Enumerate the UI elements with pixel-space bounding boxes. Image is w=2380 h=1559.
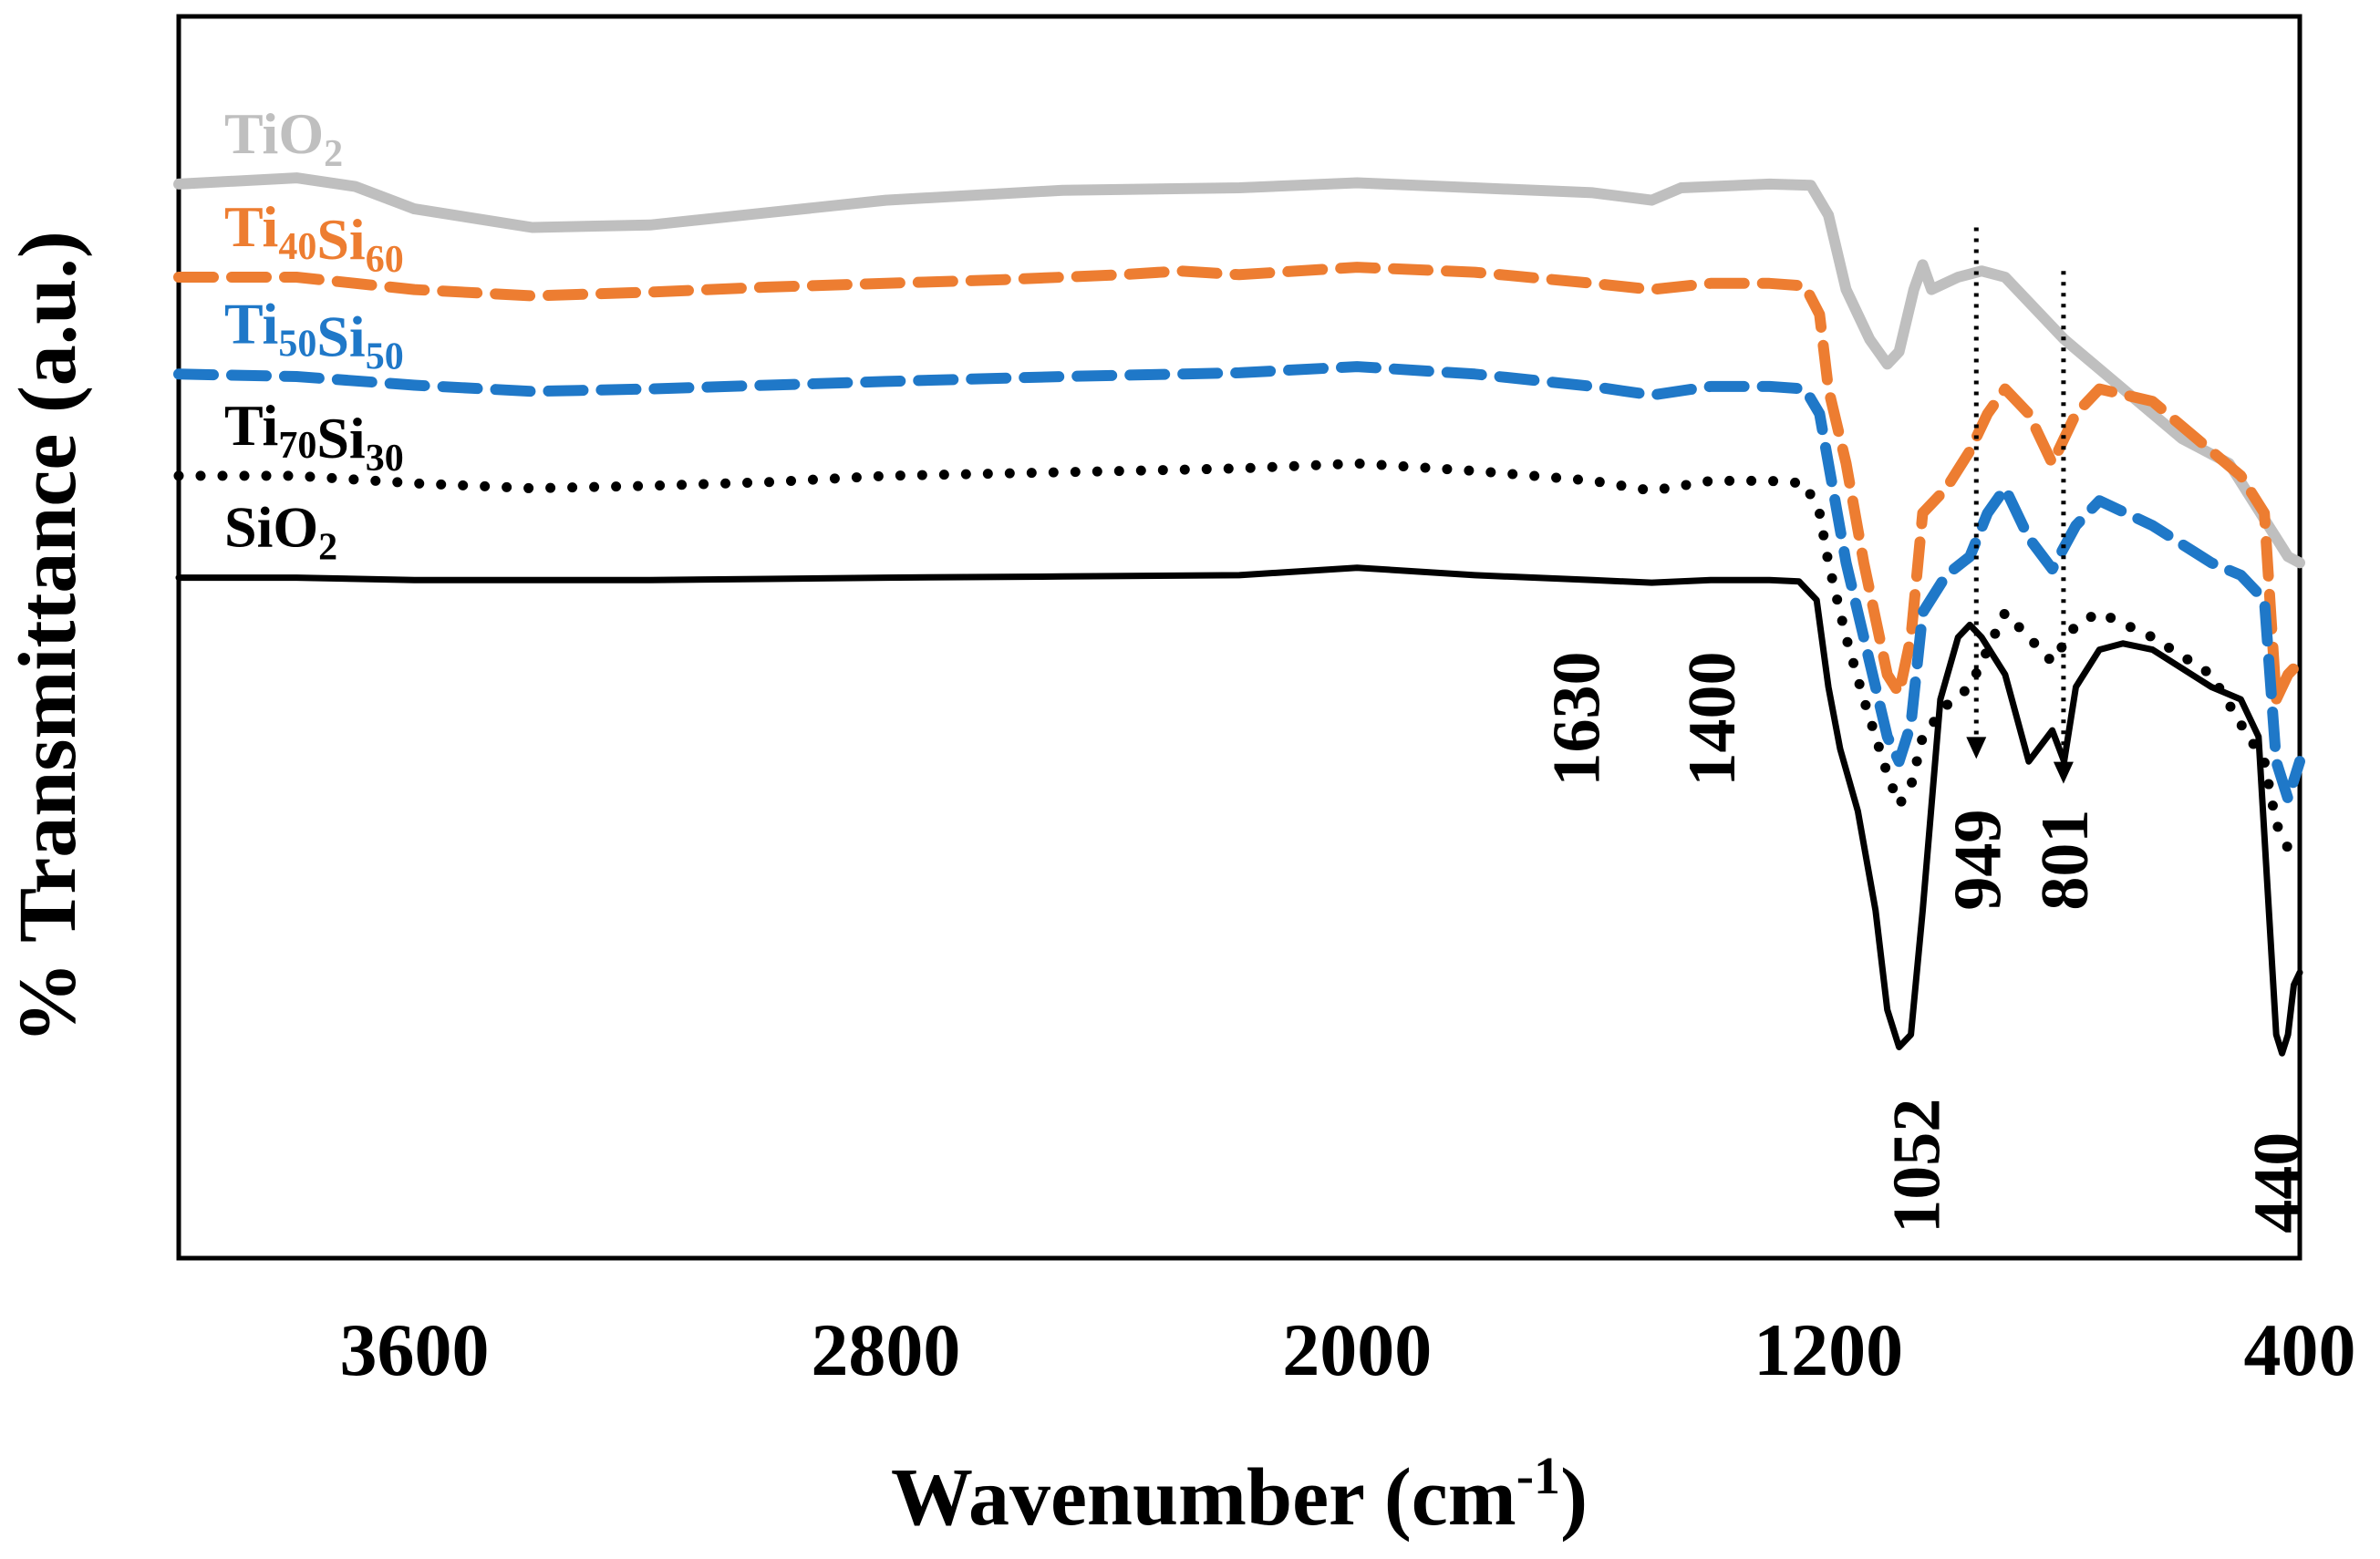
series-labels: TiO2 Ti40Si60 Ti50Si50 Ti70Si30 SiO2 — [224, 101, 404, 569]
peak-label-1400: 1400 — [1675, 651, 1750, 786]
marker-layer — [1966, 227, 2074, 784]
peak-annotations: 1630 1400 1052 949 801 440 — [1539, 651, 2315, 1233]
peak-label-1630: 1630 — [1539, 651, 1614, 786]
series-label-ti50si50: Ti50Si50 — [224, 291, 404, 377]
series-layer — [173, 172, 2305, 1057]
arrow-head-949 — [1966, 737, 1987, 759]
series-line-tio2 — [173, 172, 2305, 569]
series-label-ti40si60: Ti40Si60 — [224, 194, 404, 281]
peak-label-949: 949 — [1940, 810, 2015, 911]
arrow-head-801 — [2053, 761, 2074, 784]
series-label-sio2: SiO2 — [224, 495, 337, 569]
series-line-ti70si30 — [173, 458, 2305, 866]
x-tick-label: 400 — [2244, 1308, 2356, 1391]
x-axis-title: Wavenumber (cm-1) — [891, 1446, 1588, 1543]
y-axis-title: % Transmittance (a.u.) — [3, 231, 93, 1044]
series-label-ti70si30: Ti70Si30 — [224, 393, 404, 480]
x-tick-label: 2000 — [1282, 1308, 1432, 1391]
series-line-ti40si60 — [173, 262, 2305, 706]
plot-frame — [176, 14, 2302, 1261]
x-axis-ticks: 3600 2800 2000 1200 400 — [339, 1308, 2355, 1391]
series-line-ti50si50 — [173, 361, 2305, 805]
x-tick-label: 3600 — [339, 1308, 489, 1391]
series-label-tio2: TiO2 — [224, 101, 343, 175]
peak-label-440: 440 — [2240, 1132, 2315, 1234]
x-tick-label: 2800 — [811, 1308, 960, 1391]
x-tick-label: 1200 — [1754, 1308, 1903, 1391]
series-line-sio2 — [175, 564, 2303, 1057]
peak-label-801: 801 — [2028, 810, 2103, 911]
peak-label-1052: 1052 — [1880, 1099, 1955, 1234]
